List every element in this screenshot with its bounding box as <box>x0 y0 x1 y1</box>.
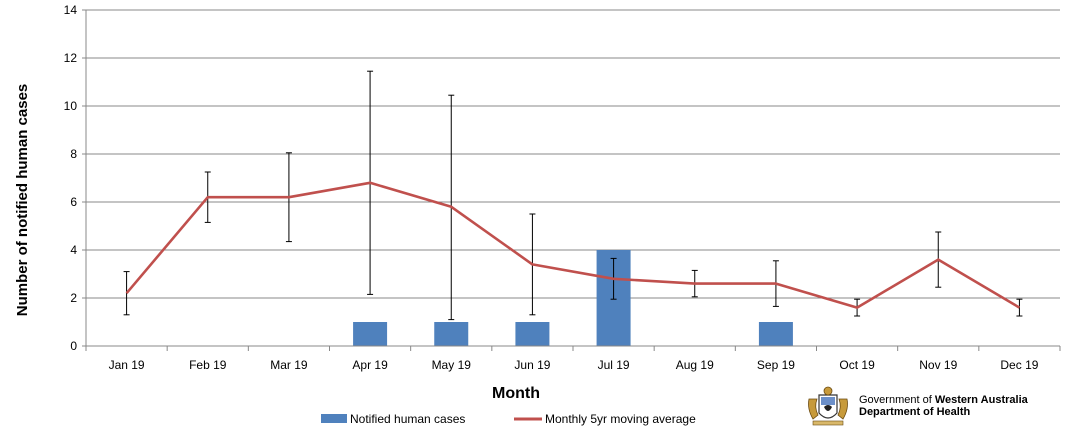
x-axis-ticks: Jan 19 Feb 19 Mar 19 Apr 19 May 19 Jun 19 Jul … <box>85 346 1061 372</box>
coat-of-arms-icon <box>808 386 848 426</box>
x-axis-title: Month <box>492 385 540 402</box>
x-tick-label: Mar 19 <box>270 358 308 372</box>
moving-average-line <box>125 181 1021 309</box>
bar <box>515 322 550 346</box>
legend: Notified human cases Monthly 5yr moving … <box>321 412 696 426</box>
legend-label-bars: Notified human cases <box>350 412 465 426</box>
x-tick-label: Dec 19 <box>1000 358 1038 372</box>
x-tick-label: Feb 19 <box>189 358 227 372</box>
bar <box>353 322 388 346</box>
y-axis-ticks: 0 2 4 6 8 10 12 14 <box>64 3 86 353</box>
y-tick-label: 2 <box>70 291 77 305</box>
line-series <box>125 181 1021 309</box>
legend-label-line: Monthly 5yr moving average <box>545 412 696 426</box>
y-tick-label: 10 <box>64 99 78 113</box>
government-branding-text: Government of Western Australia Departme… <box>859 394 1028 418</box>
bar-series <box>353 250 793 346</box>
x-tick-label: May 19 <box>432 358 472 372</box>
government-logo: Government of Western Australia Departme… <box>805 385 1060 427</box>
y-axis-title: Number of notified human cases <box>14 84 31 317</box>
x-tick-label: Jan 19 <box>109 358 145 372</box>
x-tick-label: Oct 19 <box>839 358 875 372</box>
x-tick-label: Jul 19 <box>598 358 630 372</box>
x-tick-label: Nov 19 <box>919 358 957 372</box>
axes <box>85 10 1060 347</box>
legend-swatch-bars <box>321 414 347 423</box>
x-tick-label: Apr 19 <box>352 358 388 372</box>
y-tick-label: 14 <box>64 3 78 17</box>
x-tick-label: Jun 19 <box>514 358 550 372</box>
bar <box>434 322 469 346</box>
y-tick-label: 0 <box>70 339 77 353</box>
branding-prefix: Government of <box>859 394 935 406</box>
y-tick-label: 8 <box>70 147 77 161</box>
y-tick-label: 12 <box>64 51 78 65</box>
branding-department: Department of Health <box>859 406 971 418</box>
x-tick-label: Aug 19 <box>676 358 714 372</box>
bar <box>758 322 793 346</box>
y-tick-label: 4 <box>70 243 77 257</box>
branding-state: Western Australia <box>934 394 1028 406</box>
y-tick-label: 6 <box>70 195 77 209</box>
error-bars <box>123 70 1023 321</box>
x-tick-label: Sep 19 <box>757 358 795 372</box>
gridlines <box>86 9 1060 299</box>
